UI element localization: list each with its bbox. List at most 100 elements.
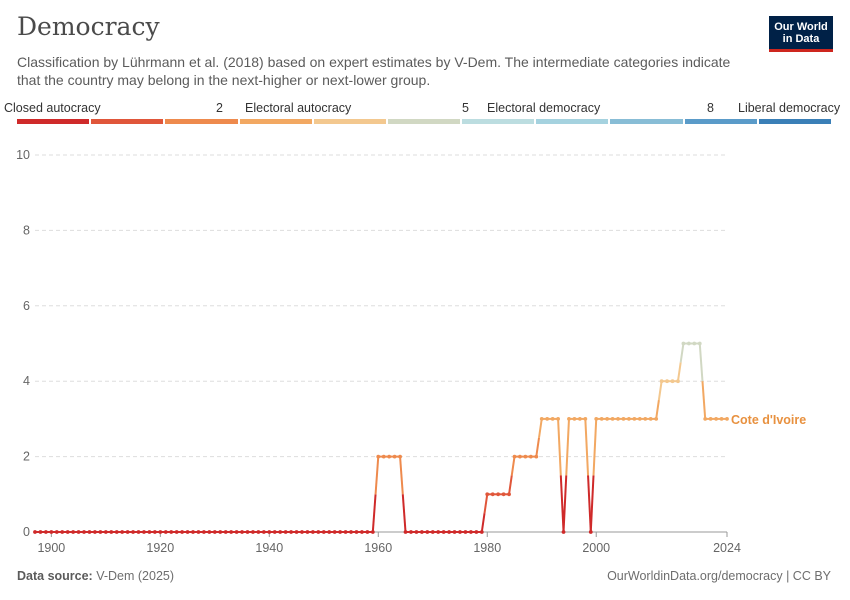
data-point[interactable] <box>207 530 212 534</box>
data-point[interactable] <box>234 530 239 534</box>
data-point[interactable] <box>109 530 114 534</box>
data-point[interactable] <box>703 417 708 421</box>
data-point[interactable] <box>33 530 37 534</box>
data-point[interactable] <box>550 417 555 421</box>
data-point[interactable] <box>60 530 65 534</box>
data-point[interactable] <box>398 454 402 459</box>
data-point[interactable] <box>692 341 697 346</box>
data-point[interactable] <box>152 530 157 534</box>
footer-url[interactable]: OurWorldinData.org/democracy | CC BY <box>607 569 831 583</box>
data-point[interactable] <box>365 530 370 534</box>
data-point[interactable] <box>212 530 217 534</box>
data-point[interactable] <box>240 530 244 534</box>
data-point[interactable] <box>169 530 174 534</box>
data-point[interactable] <box>594 417 599 421</box>
data-point[interactable] <box>65 530 70 534</box>
data-point[interactable] <box>469 530 473 534</box>
data-point[interactable] <box>425 530 430 534</box>
data-point[interactable] <box>294 530 299 534</box>
data-point[interactable] <box>300 530 304 534</box>
data-point[interactable] <box>583 417 588 421</box>
data-point[interactable] <box>577 417 582 421</box>
data-point[interactable] <box>414 530 419 534</box>
data-point[interactable] <box>599 417 604 421</box>
data-point[interactable] <box>381 454 386 459</box>
data-point[interactable] <box>305 530 310 534</box>
data-point[interactable] <box>136 530 141 534</box>
data-point[interactable] <box>261 530 266 534</box>
data-point[interactable] <box>463 530 468 534</box>
data-point[interactable] <box>218 530 223 534</box>
data-point[interactable] <box>697 341 702 346</box>
data-point[interactable] <box>403 530 408 534</box>
data-point[interactable] <box>245 530 250 534</box>
data-point[interactable] <box>360 530 364 534</box>
data-point[interactable] <box>496 492 501 497</box>
data-point[interactable] <box>725 417 729 421</box>
data-point[interactable] <box>654 417 659 421</box>
data-point[interactable] <box>409 530 413 534</box>
data-point[interactable] <box>98 530 103 534</box>
data-point[interactable] <box>528 454 533 459</box>
data-point[interactable] <box>670 379 675 384</box>
data-point[interactable] <box>43 530 48 534</box>
data-point[interactable] <box>196 530 201 534</box>
data-point[interactable] <box>349 530 353 534</box>
data-point[interactable] <box>534 454 539 459</box>
data-point[interactable] <box>376 454 381 459</box>
data-point[interactable] <box>518 454 522 459</box>
data-point[interactable] <box>458 530 462 534</box>
data-point[interactable] <box>452 530 457 534</box>
data-point[interactable] <box>354 530 359 534</box>
data-point[interactable] <box>605 417 610 421</box>
data-point[interactable] <box>648 417 653 421</box>
data-point[interactable] <box>507 492 511 497</box>
data-point[interactable] <box>343 530 348 534</box>
data-point[interactable] <box>436 530 441 534</box>
data-point[interactable] <box>430 530 435 534</box>
data-point[interactable] <box>163 530 168 534</box>
data-point[interactable] <box>251 530 255 534</box>
data-point[interactable] <box>191 530 195 534</box>
data-point[interactable] <box>523 454 528 459</box>
data-point[interactable] <box>142 530 146 534</box>
data-point[interactable] <box>338 530 343 534</box>
data-point[interactable] <box>272 530 277 534</box>
data-point[interactable] <box>512 454 517 459</box>
data-point[interactable] <box>283 530 288 534</box>
data-point[interactable] <box>49 530 54 534</box>
data-point[interactable] <box>120 530 125 534</box>
data-point[interactable] <box>131 530 135 534</box>
data-point[interactable] <box>637 417 642 421</box>
data-point[interactable] <box>54 530 59 534</box>
data-point[interactable] <box>174 530 179 534</box>
data-point[interactable] <box>621 417 626 421</box>
data-point[interactable] <box>627 417 631 421</box>
data-point[interactable] <box>665 379 669 384</box>
data-point[interactable] <box>539 417 544 421</box>
data-point[interactable] <box>441 530 446 534</box>
data-point[interactable] <box>708 417 713 421</box>
data-point[interactable] <box>310 530 315 534</box>
data-point[interactable] <box>327 530 332 534</box>
data-point[interactable] <box>474 530 479 534</box>
data-point[interactable] <box>616 417 620 421</box>
data-point[interactable] <box>490 492 495 497</box>
data-point[interactable] <box>82 530 86 534</box>
owid-logo[interactable]: Our World in Data <box>769 16 833 52</box>
data-point[interactable] <box>332 530 337 534</box>
data-point[interactable] <box>714 417 719 421</box>
data-point[interactable] <box>610 417 615 421</box>
data-point[interactable] <box>556 417 560 421</box>
data-point[interactable] <box>185 530 190 534</box>
data-point[interactable] <box>202 530 206 534</box>
data-point[interactable] <box>419 530 424 534</box>
data-point[interactable] <box>632 417 637 421</box>
data-point[interactable] <box>38 530 43 534</box>
data-point[interactable] <box>316 530 321 534</box>
data-point[interactable] <box>147 530 152 534</box>
data-point[interactable] <box>370 530 375 534</box>
data-point[interactable] <box>267 530 272 534</box>
data-point[interactable] <box>686 341 691 346</box>
data-point[interactable] <box>87 530 92 534</box>
